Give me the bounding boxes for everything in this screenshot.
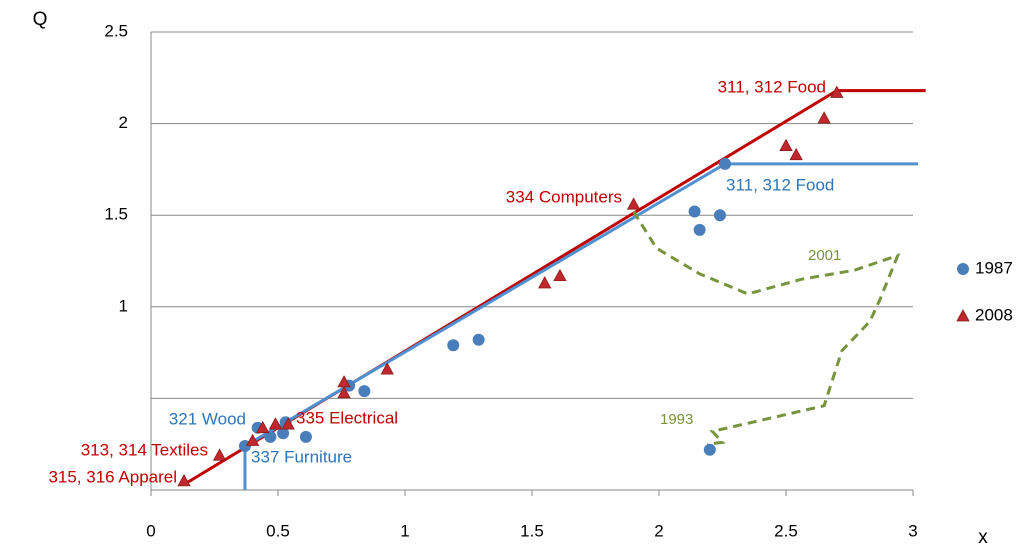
y-tick-label: 2.5: [104, 21, 128, 40]
annotation: 334 Computers: [506, 187, 622, 206]
annotation: 1993: [660, 411, 693, 428]
point: [268, 417, 283, 430]
point: [358, 385, 371, 398]
annotation: 311, 312 Food: [718, 77, 826, 96]
point: [299, 430, 312, 443]
point: [830, 85, 844, 98]
point: [688, 205, 701, 218]
point: [538, 276, 552, 289]
point: [779, 138, 793, 151]
annotation: 315, 316 Apparel: [48, 467, 177, 486]
point: [626, 197, 641, 210]
point: [447, 339, 460, 352]
legend-label: 1987: [975, 258, 1013, 277]
y-tick-label: 1: [119, 296, 128, 315]
point: [337, 375, 351, 388]
x-tick-label: 1.5: [520, 521, 544, 540]
point: [337, 386, 351, 399]
x-tick-label: 0: [146, 521, 155, 540]
legend-marker: [956, 309, 970, 322]
x-tick-label: 1: [400, 521, 409, 540]
point: [719, 157, 732, 170]
x-tick-label: 3: [908, 521, 917, 540]
y-axis-label: Q: [33, 9, 48, 30]
annotation: 337 Furniture: [251, 447, 352, 466]
point: [713, 209, 726, 222]
x-tick-label: 0.5: [266, 521, 290, 540]
point: [281, 417, 295, 430]
line: [243, 162, 919, 490]
point: [472, 333, 485, 346]
annotation: 2001: [808, 247, 841, 264]
y-tick-label: 2: [119, 113, 128, 132]
point: [277, 427, 290, 440]
point: [264, 430, 277, 443]
x-tick-label: 2.5: [774, 521, 798, 540]
point: [789, 147, 803, 161]
point: [703, 443, 716, 456]
annotation: 311, 312 Food: [726, 175, 834, 194]
x-axis-label: x: [978, 527, 988, 547]
point: [245, 433, 260, 446]
point: [256, 420, 270, 434]
annotation: 313, 314 Textiles: [81, 440, 208, 459]
legend-label: 2008: [975, 305, 1013, 324]
point: [212, 448, 227, 461]
y-tick-label: 1.5: [104, 205, 128, 224]
annotation: 321 Wood: [169, 409, 246, 428]
point: [817, 111, 831, 124]
line: [632, 210, 901, 446]
point: [693, 223, 706, 236]
legend-marker: [957, 263, 969, 275]
point: [380, 362, 394, 375]
x-tick-label: 2: [654, 521, 663, 540]
point: [177, 474, 191, 487]
annotation: 335 Electrical: [296, 408, 398, 427]
point: [553, 268, 567, 282]
